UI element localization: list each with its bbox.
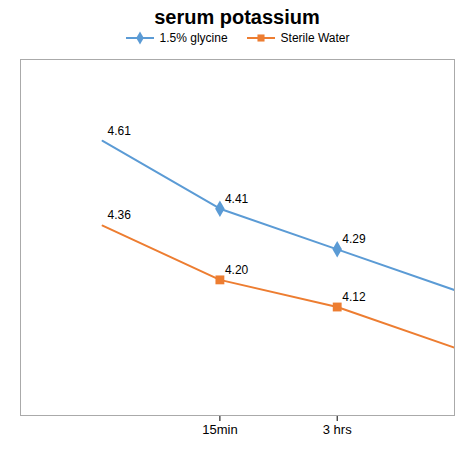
svg-text:4.36: 4.36 (108, 208, 132, 222)
html-text:serum potassium: serum potassium (154, 6, 320, 28)
svg-text:3 hrs: 3 hrs (323, 422, 352, 437)
svg-text:4.61: 4.61 (108, 124, 132, 138)
svg-text:4.41: 4.41 (225, 192, 249, 206)
html-text:Sterile Water: Sterile Water (280, 31, 350, 45)
svg-text:4.12: 4.12 (342, 290, 366, 304)
svg-text:15min: 15min (202, 422, 237, 437)
svg-text:4.20: 4.20 (225, 263, 249, 277)
html-text:1.5% glycine: 1.5% glycine (159, 31, 228, 45)
svg-text:4.29: 4.29 (342, 232, 366, 246)
